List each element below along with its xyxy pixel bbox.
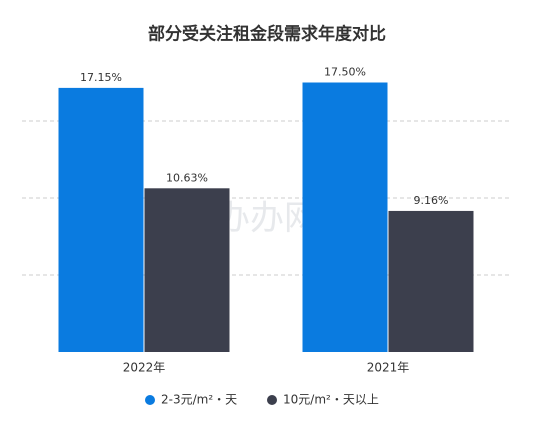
- value-label: 9.16%: [414, 194, 449, 207]
- x-tick-label: 2022年: [123, 361, 166, 375]
- legend-label: 2-3元/m²・天: [161, 393, 237, 407]
- x-tick-label: 2021年: [367, 361, 410, 375]
- value-label: 17.50%: [324, 66, 366, 79]
- value-label: 17.15%: [80, 71, 122, 84]
- chart-title: 部分受关注租金段需求年度对比: [148, 24, 386, 45]
- legend-label: 10元/m²・天以上: [283, 393, 379, 407]
- legend-marker: [267, 395, 277, 405]
- bar: [58, 87, 144, 352]
- bar: [302, 82, 388, 352]
- bar: [144, 188, 230, 352]
- bar: [388, 210, 474, 352]
- value-label: 10.63%: [166, 171, 208, 184]
- watermark: 办办网: [216, 199, 318, 239]
- legend-marker: [145, 395, 155, 405]
